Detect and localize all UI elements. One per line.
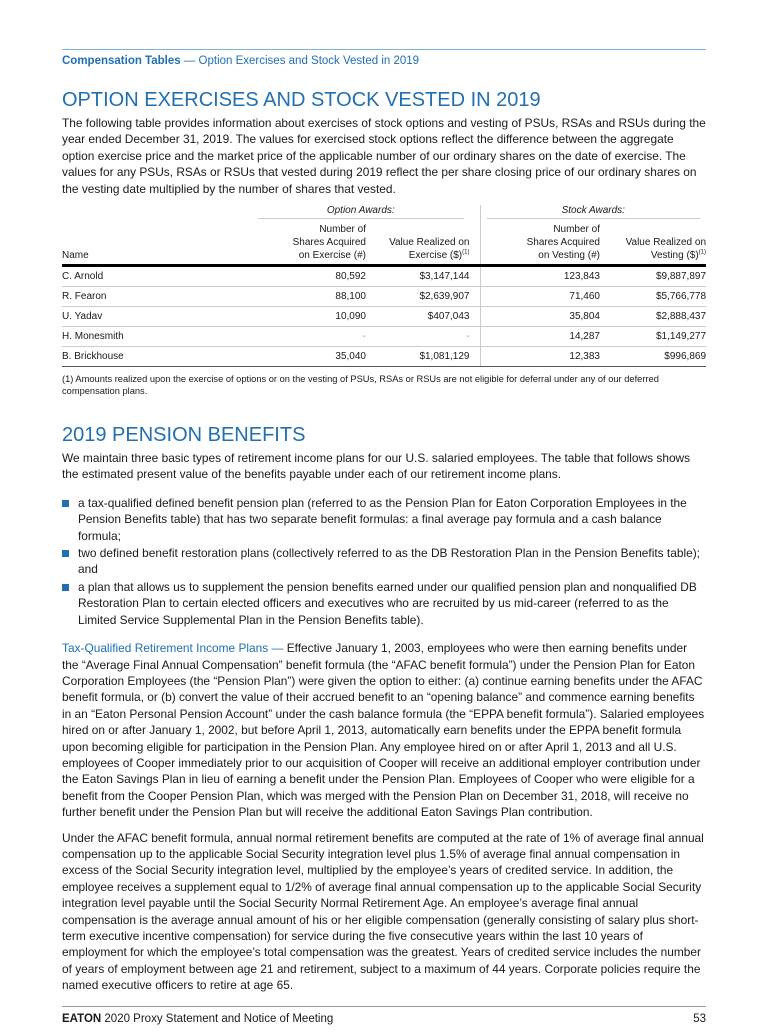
table-row: R. Fearon 88,100 $2,639,907 71,460 $5,766,77… — [62, 286, 707, 308]
table-row: B. Brickhouse 35,040 $1,081,129 12,383 $996,… — [62, 346, 707, 368]
cell-value-vesting: $1,149,277 — [600, 326, 707, 348]
cell-value-exercise: $2,639,907 — [366, 286, 481, 308]
table-row: C. Arnold 80,592 $3,147,144 123,843 $9,887,8… — [62, 265, 707, 288]
cell-shares-exercise: - — [252, 326, 366, 348]
cell-name: H. Monesmith — [62, 326, 252, 348]
cell-shares-exercise: 35,040 — [252, 346, 366, 368]
pension-intro: We maintain three basic types of retirem… — [62, 451, 691, 482]
group-stock-awards: Stock Awards: — [480, 205, 706, 220]
col-value-exercise: Value Realized on Exercise ($)(1) — [366, 219, 481, 268]
cell-shares-vesting: 12,383 — [480, 346, 600, 368]
bullet-item: a plan that allows us to supplement the … — [62, 579, 706, 628]
tax-qualified-paragraph: Tax-Qualified Retirement Income Plans — … — [62, 641, 705, 820]
cell-name: B. Brickhouse — [62, 346, 252, 368]
running-header: Compensation Tables — Option Exercises a… — [62, 54, 706, 68]
afac-paragraph: Under the AFAC benefit formula, annual n… — [62, 830, 704, 993]
cell-shares-vesting: 123,843 — [480, 265, 600, 288]
page-number: 53 — [693, 1012, 706, 1025]
intro-paragraph: The following table provides information… — [62, 116, 706, 196]
footer-brand: EATON — [62, 1012, 102, 1025]
col-shares-vesting: Number of Shares Acquired on Vesting (#) — [480, 219, 600, 268]
cell-value-vesting: $996,869 — [600, 346, 707, 368]
cell-value-exercise: $3,147,144 — [366, 265, 481, 288]
header-subtitle: Option Exercises and Stock Vested in 201… — [198, 55, 420, 67]
cell-name: U. Yadav — [62, 306, 252, 328]
page: Compensation Tables — Option Exercises a… — [62, 0, 707, 1032]
table-footnote: (1) Amounts realized upon the exercise o… — [62, 374, 659, 397]
footer: EATON 2020 Proxy Statement and Notice of… — [62, 1005, 706, 1032]
bullet-item: two defined benefit restoration plans (c… — [62, 545, 706, 578]
cell-value-exercise: - — [366, 326, 481, 348]
cell-value-exercise: $1,081,129 — [366, 346, 481, 368]
tax-qualified-heading: Tax-Qualified Retirement Income Plans — — [62, 641, 287, 656]
cell-value-vesting: $5,766,778 — [600, 286, 707, 308]
header-rule — [62, 49, 706, 50]
cell-shares-exercise: 10,090 — [252, 306, 366, 328]
cell-name: R. Fearon — [62, 286, 252, 308]
cell-shares-vesting: 14,287 — [480, 326, 600, 348]
cell-name: C. Arnold — [62, 265, 252, 288]
section-title-option-exercises: OPTION EXERCISES AND STOCK VESTED IN 201… — [62, 89, 541, 111]
cell-shares-vesting: 71,460 — [480, 286, 600, 308]
header-section: Compensation Tables — [62, 55, 181, 67]
cell-shares-exercise: 88,100 — [252, 286, 366, 308]
header-separator: — — [180, 55, 199, 67]
cell-value-vesting: $2,888,437 — [600, 306, 707, 328]
footer-text: 2020 Proxy Statement and Notice of Meeti… — [101, 1012, 334, 1025]
bullet-item: a tax-qualified defined benefit pension … — [62, 495, 706, 544]
cell-value-vesting: $9,887,897 — [600, 265, 707, 288]
cell-shares-exercise: 80,592 — [252, 265, 366, 288]
cell-shares-vesting: 35,804 — [480, 306, 600, 328]
group-option-awards: Option Awards: — [252, 205, 481, 220]
col-shares-exercise: Number of Shares Acquired on Exercise (#… — [252, 219, 366, 268]
option-exercises-table: Option Awards: Stock Awards: Name Number… — [62, 205, 707, 368]
cell-value-exercise: $407,043 — [366, 306, 481, 328]
plan-bullet-list: a tax-qualified defined benefit pension … — [62, 495, 706, 628]
col-name: Name — [62, 219, 252, 268]
col-value-vesting: Value Realized on Vesting ($)(1) — [600, 219, 707, 268]
table-row: U. Yadav 10,090 $407,043 35,804 $2,888,437 — [62, 306, 707, 328]
table-row: H. Monesmith - -14,287 $1,149,277 — [62, 326, 707, 348]
section-title-pension-benefits: 2019 PENSION BENEFITS — [62, 424, 306, 447]
